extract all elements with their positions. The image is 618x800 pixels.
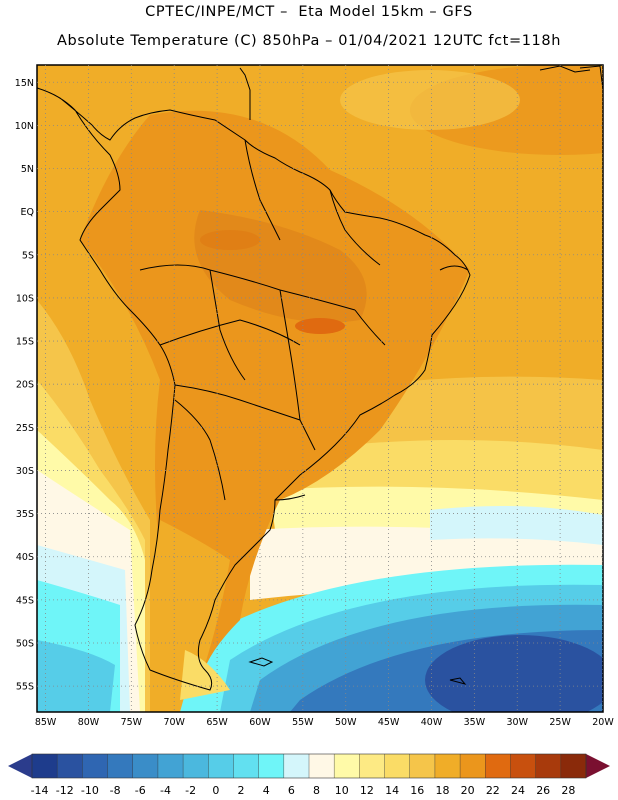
colorbar-swatch: [434, 754, 461, 778]
colorbar-label: 26: [536, 784, 550, 797]
colorbar-label: 6: [288, 784, 295, 797]
colorbar-label: 12: [360, 784, 374, 797]
colorbar-label: 10: [335, 784, 349, 797]
colorbar-swatch: [485, 754, 511, 778]
longitude-label: 50W: [335, 717, 357, 728]
plot-frame: [36, 64, 604, 713]
longitude-label: 45W: [378, 717, 400, 728]
longitude-label: 40W: [421, 717, 443, 728]
longitude-label: 70W: [163, 717, 185, 728]
colorbar-label: 18: [435, 784, 449, 797]
latitude-label: 55S: [16, 682, 34, 693]
colorbar-label: 14: [385, 784, 399, 797]
latitude-label: 5S: [22, 250, 34, 261]
colorbar-swatch: [132, 754, 159, 778]
colorbar-label: 20: [461, 784, 475, 797]
colorbar-label: 2: [238, 784, 245, 797]
colorbar-swatch: [283, 754, 310, 778]
latitude-label: EQ: [21, 207, 34, 218]
colorbar-label: 16: [410, 784, 424, 797]
colorbar-swatch: [359, 754, 385, 778]
colorbar-swatch: [82, 754, 108, 778]
coastline: [37, 65, 603, 691]
colorbar-swatch: [510, 754, 536, 778]
latitude-label: 35S: [16, 509, 34, 520]
colorbar-swatch: [107, 754, 134, 778]
latitude-label: 10S: [16, 293, 34, 304]
longitude-label: 30W: [507, 717, 529, 728]
latitude-label: 15S: [16, 337, 34, 348]
chart-title-line-2: Absolute Temperature (C) 850hPa – 01/04/…: [57, 33, 561, 49]
longitude-label: 20W: [592, 717, 614, 728]
longitude-label: 60W: [249, 717, 271, 728]
colorbar-swatch: [560, 754, 587, 778]
colorbar-swatch: [57, 754, 83, 778]
colorbar-label: -4: [160, 784, 171, 797]
latitude-label: 10N: [15, 121, 34, 132]
longitude-label: 65W: [206, 717, 228, 728]
longitude-label: 85W: [35, 717, 57, 728]
colorbar-swatch: [32, 754, 58, 778]
longitude-label: 55W: [292, 717, 314, 728]
latitude-label: 5N: [21, 164, 34, 175]
colorbar-high-arrow: [586, 754, 610, 778]
colorbar-label: -6: [135, 784, 146, 797]
latitude-label: 25S: [16, 423, 34, 434]
latitude-labels: 15N 10N 5N EQ 5S 10S 15S 20S 25S 30S 35S 40S 45S 50S 5…: [15, 78, 34, 693]
colorbar-swatch: [183, 754, 209, 778]
longitude-label: 75W: [121, 717, 143, 728]
colorbar-label: -10: [81, 784, 99, 797]
latitude-label: 40S: [16, 552, 34, 563]
colorbar-swatch: [309, 754, 335, 778]
latitude-label: 45S: [16, 595, 34, 606]
colorbar-swatch: [233, 754, 259, 778]
longitude-label: 80W: [78, 717, 100, 728]
latitude-label: 15N: [15, 78, 34, 89]
colorbar-swatch: [157, 754, 184, 778]
colorbar-swatch: [258, 754, 285, 778]
colorbar-swatch: [535, 754, 562, 778]
colorbar-label: 0: [212, 784, 219, 797]
latitude-label: 30S: [16, 466, 34, 477]
colorbar-label: -2: [185, 784, 196, 797]
colorbar-label: -14: [31, 784, 49, 797]
longitude-label: 35W: [464, 717, 486, 728]
colorbar-swatch: [208, 754, 234, 778]
chart-title-line-1: CPTEC/INPE/MCT – Eta Model 15km – GFS: [145, 4, 473, 20]
colorbar-label: 8: [313, 784, 320, 797]
colorbar-label: 22: [486, 784, 500, 797]
colorbar-swatch: [384, 754, 411, 778]
colorbar-swatch: [409, 754, 436, 778]
latitude-label: 20S: [16, 380, 34, 391]
colorbar-low-arrow: [8, 754, 32, 778]
colorbar-label: 24: [511, 784, 525, 797]
colorbar-label: -8: [110, 784, 121, 797]
latitude-label: 50S: [16, 638, 34, 649]
colorbar: -14 -12 -10 -8 -6 -4 -2 0 2 4 6 8 10 12 14 16 18 20 22 24 26…: [8, 753, 610, 797]
colorbar-label: 28: [561, 784, 575, 797]
temperature-field: [37, 65, 603, 712]
colorbar-label: 4: [263, 784, 270, 797]
longitude-labels: 85W 80W 75W 70W 65W 60W 55W 50W 45W 40W 35W 30W 25W 2…: [35, 717, 615, 728]
colorbar-label: -12: [56, 784, 74, 797]
colorbar-swatch: [460, 754, 486, 778]
longitude-label: 25W: [549, 717, 571, 728]
colorbar-swatch: [334, 754, 360, 778]
